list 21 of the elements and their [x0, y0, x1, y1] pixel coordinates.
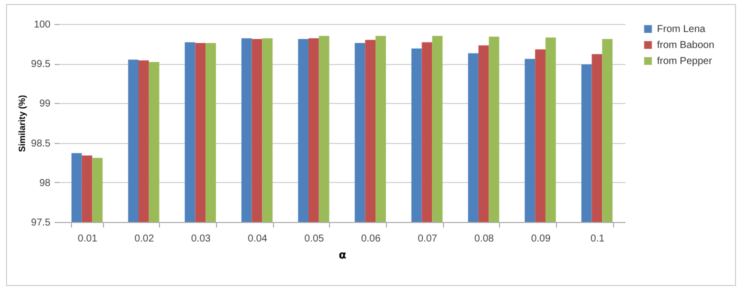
y-axis-title: Similarity (%) [17, 94, 28, 152]
y-tick-label: 99.5 [31, 59, 51, 70]
legend-label: from Baboon [657, 40, 714, 51]
x-tick-label: 0.04 [248, 234, 268, 244]
y-tick-label: 98 [39, 178, 51, 189]
y-tick-label: 100 [34, 20, 51, 30]
legend-label: from Pepper [657, 56, 713, 67]
x-tick-label: 0.09 [531, 234, 551, 244]
legend-label: From Lena [657, 24, 706, 35]
x-tick-label: 0.03 [191, 234, 212, 244]
x-axis-title: α [338, 248, 347, 262]
y-tick-label: 98.5 [31, 138, 51, 150]
x-tick-label: 0.08 [474, 234, 494, 244]
x-tick-label: 0.07 [418, 234, 438, 244]
x-tick-label: 0.02 [134, 234, 154, 244]
y-tick-label: 99 [39, 98, 51, 110]
x-tick-label: 0.1 [590, 234, 605, 244]
y-tick-label: 97.5 [31, 218, 51, 228]
x-tick-label: 0.01 [78, 234, 98, 244]
x-tick-label: 0.05 [304, 234, 324, 244]
x-tick-label: 0.06 [361, 234, 381, 244]
